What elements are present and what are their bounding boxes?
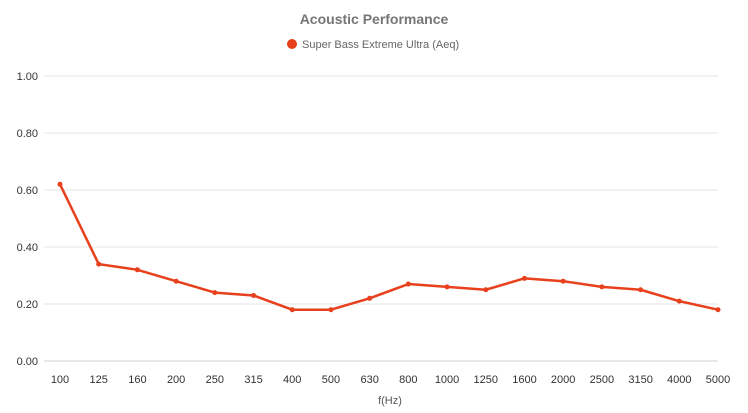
data-point[interactable] [57, 181, 63, 187]
data-point[interactable] [560, 278, 566, 284]
x-tick-label: 630 [360, 374, 378, 386]
y-tick-label: 1.00 [17, 71, 38, 83]
data-point[interactable] [405, 281, 411, 287]
data-point[interactable] [328, 307, 334, 313]
x-tick-label: 5000 [706, 374, 730, 386]
data-point[interactable] [134, 267, 140, 273]
x-tick-label: 125 [90, 374, 108, 386]
x-tick-label: 250 [206, 374, 224, 386]
y-axis-ticks: 0.00 0.20 0.40 0.60 0.80 1.00 [17, 71, 38, 368]
x-tick-label: 2500 [590, 374, 614, 386]
x-tick-label: 4000 [667, 374, 691, 386]
data-point[interactable] [173, 278, 179, 284]
y-tick-label: 0.00 [17, 356, 38, 368]
legend-label-series-1: Super Bass Extreme Ultra (Aeq) [302, 39, 459, 51]
data-point[interactable] [96, 261, 102, 267]
y-tick-label: 0.40 [17, 242, 38, 254]
legend-marker [287, 39, 297, 49]
x-tick-label: 1250 [474, 374, 498, 386]
series-layer [57, 181, 721, 313]
chart-title: Acoustic Performance [300, 11, 449, 27]
data-point[interactable] [289, 307, 295, 313]
data-point[interactable] [444, 284, 450, 290]
data-point[interactable] [599, 284, 605, 290]
x-tick-label: 160 [128, 374, 146, 386]
x-tick-label: 1000 [435, 374, 459, 386]
x-tick-label: 3150 [628, 374, 652, 386]
y-tick-label: 0.60 [17, 185, 38, 197]
x-tick-label: 500 [322, 374, 340, 386]
series-line-1 [58, 183, 720, 311]
data-point[interactable] [521, 275, 527, 281]
data-point[interactable] [367, 295, 373, 301]
data-point[interactable] [483, 287, 489, 293]
data-point[interactable] [676, 298, 682, 304]
y-tick-label: 0.80 [17, 128, 38, 140]
x-tick-label: 2000 [551, 374, 575, 386]
x-axis-ticks: 100 125 160 200 250 315 400 500 630 800 1000 1250 16… [51, 374, 730, 386]
x-tick-label: 400 [283, 374, 301, 386]
data-point[interactable] [638, 287, 644, 293]
legend[interactable]: Super Bass Extreme Ultra (Aeq) [287, 39, 459, 51]
data-point[interactable] [715, 307, 721, 313]
x-tick-label: 100 [51, 374, 69, 386]
data-point[interactable] [251, 292, 257, 298]
x-tick-label: 1600 [512, 374, 536, 386]
grid [44, 75, 718, 362]
x-axis-label: f(Hz) [378, 395, 402, 407]
x-tick-label: 315 [244, 374, 262, 386]
x-tick-label: 200 [167, 374, 185, 386]
y-tick-label: 0.20 [17, 299, 38, 311]
data-point[interactable] [212, 290, 218, 296]
x-tick-label: 800 [399, 374, 417, 386]
